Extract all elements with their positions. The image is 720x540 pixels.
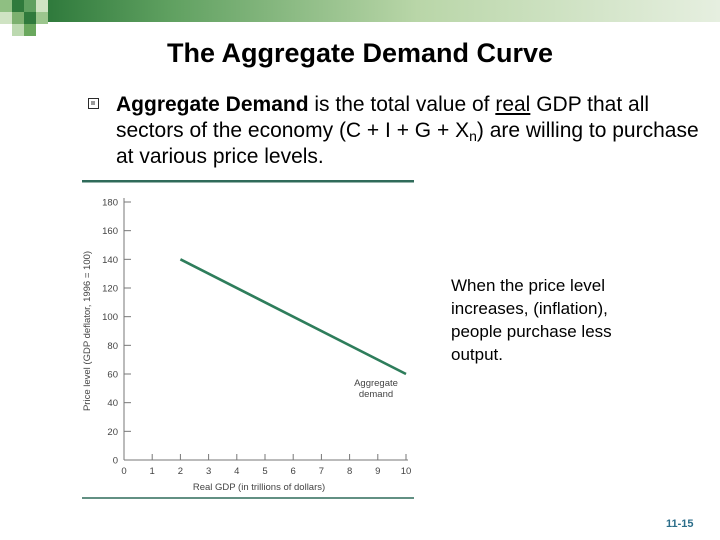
deco-square	[36, 12, 48, 24]
deco-square	[0, 0, 12, 12]
bullet-text: Aggregate Demand is the total value of r…	[116, 92, 706, 170]
deco-square	[24, 12, 36, 24]
y-tick-label: 0	[113, 456, 118, 467]
slide-number: 11-15	[666, 518, 694, 530]
y-tick-label: 40	[107, 398, 118, 409]
x-tick-label: 8	[347, 466, 352, 477]
y-tick-label: 20	[107, 427, 118, 438]
x-tick-label: 7	[319, 466, 324, 477]
y-tick-label: 120	[102, 284, 118, 295]
bullet-underlined-word: real	[495, 93, 531, 116]
bullet-subscript: n	[469, 128, 477, 144]
deco-square	[12, 24, 24, 36]
checkbox-bullet-icon	[88, 98, 99, 109]
y-tick-label: 140	[102, 255, 118, 266]
y-tick-label: 60	[107, 370, 118, 381]
y-tick-label: 180	[102, 198, 118, 209]
y-axis-label: Price level (GDP deflator, 1996 = 100)	[82, 251, 93, 411]
header-decoration	[0, 0, 720, 40]
x-tick-label: 4	[234, 466, 239, 477]
aggregate-demand-line	[179, 258, 407, 376]
slide-title: The Aggregate Demand Curve	[166, 38, 554, 68]
deco-square	[36, 0, 48, 12]
bullet-text-part: is the total value of	[308, 93, 496, 116]
x-tick-label: 10	[401, 466, 412, 477]
aggregate-demand-chart: 0 20 40 60 80 100 120 140 160 180 0 1 2 3 4 5 6 7 8 9 10 Real…	[82, 180, 414, 499]
x-tick-label: 0	[121, 466, 126, 477]
x-tick-label: 2	[178, 466, 183, 477]
y-tick-label: 100	[102, 312, 118, 323]
curve-label: demand	[359, 389, 393, 400]
x-tick-label: 5	[262, 466, 267, 477]
y-tick-label: 80	[107, 341, 118, 352]
deco-square	[12, 12, 24, 24]
x-tick-label: 1	[150, 466, 155, 477]
deco-square	[24, 0, 36, 12]
header-bar	[48, 0, 720, 22]
bullet-text-part: GDP that all sectors of the economy (C +…	[116, 93, 650, 142]
x-axis-label: Real GDP (in trillions of dollars)	[193, 482, 325, 493]
deco-square	[0, 12, 12, 24]
deco-square	[12, 0, 24, 12]
y-tick-label: 160	[102, 226, 118, 237]
x-tick-label: 9	[375, 466, 380, 477]
deco-square	[24, 24, 36, 36]
x-tick-label: 6	[291, 466, 296, 477]
callout-text: When the price level increases, (inflati…	[451, 276, 612, 364]
bullet-text-part: ) are willing to purchase at various pri…	[116, 119, 699, 168]
curve-label: Aggregate	[354, 378, 398, 389]
x-tick-label: 3	[206, 466, 211, 477]
bullet-term: Aggregate Demand	[116, 93, 309, 116]
